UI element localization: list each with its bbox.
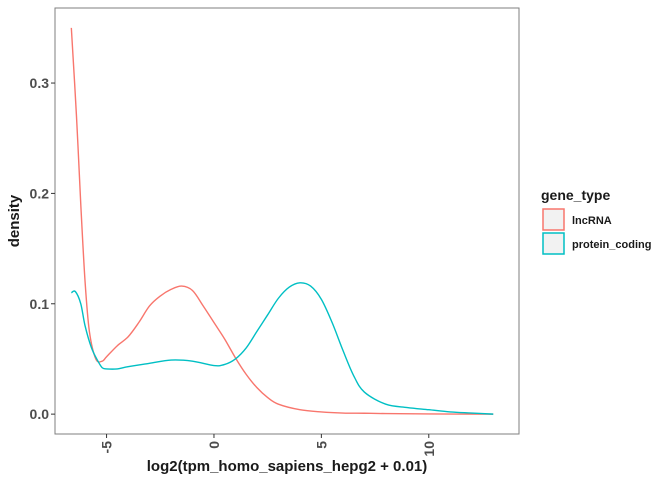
legend: gene_type lncRNA protein_coding — [541, 187, 651, 255]
x-tick-label: 5 — [313, 441, 329, 449]
y-tick-label: 0.0 — [30, 406, 50, 422]
y-tick-label: 0.1 — [30, 296, 50, 312]
legend-label: protein_coding — [572, 239, 651, 251]
x-tick-label: 0 — [206, 441, 222, 449]
plot-area — [54, 7, 520, 435]
x-tick-label: 10 — [421, 441, 437, 457]
series-line-protein-coding — [70, 282, 494, 415]
y-tick-label: 0.2 — [30, 185, 50, 201]
legend-key — [542, 232, 565, 255]
legend-label: lncRNA — [572, 215, 612, 227]
y-tick-label: 0.3 — [30, 75, 50, 91]
legend-title: gene_type — [541, 187, 610, 203]
legend-key — [542, 208, 565, 231]
plot-panel-border — [54, 7, 520, 435]
x-tick-label: -5 — [99, 441, 115, 454]
y-axis-title: density — [6, 194, 23, 247]
x-axis-title: log2(tpm_homo_sapiens_hepg2 + 0.01) — [147, 458, 428, 475]
axes: -5 0 5 10 0.0 0.1 0.2 0.3 — [30, 75, 437, 457]
